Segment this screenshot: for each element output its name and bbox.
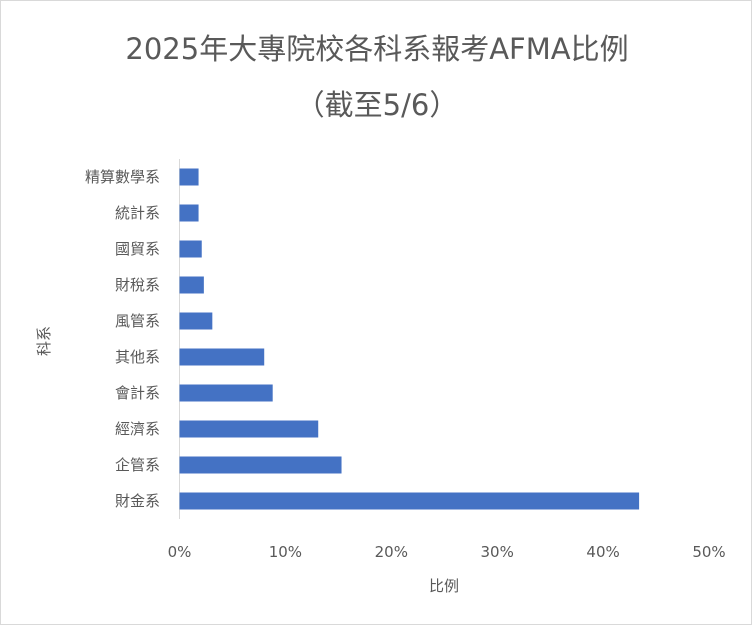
bar-7: [179, 420, 319, 438]
category-label-7: 經濟系: [115, 420, 160, 438]
x-tick-label-3: 30%: [481, 543, 514, 561]
x-axis-title: 比例: [429, 577, 459, 595]
category-label-6: 會計系: [115, 384, 160, 402]
bar-2: [179, 240, 202, 258]
x-tick-label-5: 50%: [692, 543, 725, 561]
category-label-3: 財稅系: [115, 276, 160, 294]
bar-0: [179, 168, 199, 186]
bars-group: [179, 168, 640, 510]
category-label-5: 其他系: [115, 348, 160, 366]
chart-subtitle: （截至5/6）: [296, 88, 459, 122]
x-tick-label-4: 40%: [586, 543, 619, 561]
bar-4: [179, 312, 213, 330]
bar-1: [179, 204, 199, 222]
bar-6: [179, 384, 273, 402]
category-label-1: 統計系: [115, 204, 160, 222]
category-label-8: 企管系: [115, 456, 160, 474]
x-tick-label-2: 20%: [375, 543, 408, 561]
bar-8: [179, 456, 342, 474]
category-label-2: 國貿系: [115, 240, 160, 258]
y-axis-title: 科系: [35, 326, 53, 356]
category-label-4: 風管系: [115, 312, 160, 330]
bar-5: [179, 348, 265, 366]
bar-3: [179, 276, 204, 294]
x-tick-label-0: 0%: [168, 543, 192, 561]
category-label-9: 財金系: [115, 492, 160, 510]
bar-9: [179, 492, 640, 510]
x-tick-labels: 0% 10% 20% 30% 40% 50%: [168, 543, 726, 561]
x-tick-label-1: 10%: [269, 543, 302, 561]
category-label-0: 精算數學系: [85, 168, 160, 186]
chart-title: 2025年大專院校各科系報考AFMA比例: [125, 32, 628, 66]
